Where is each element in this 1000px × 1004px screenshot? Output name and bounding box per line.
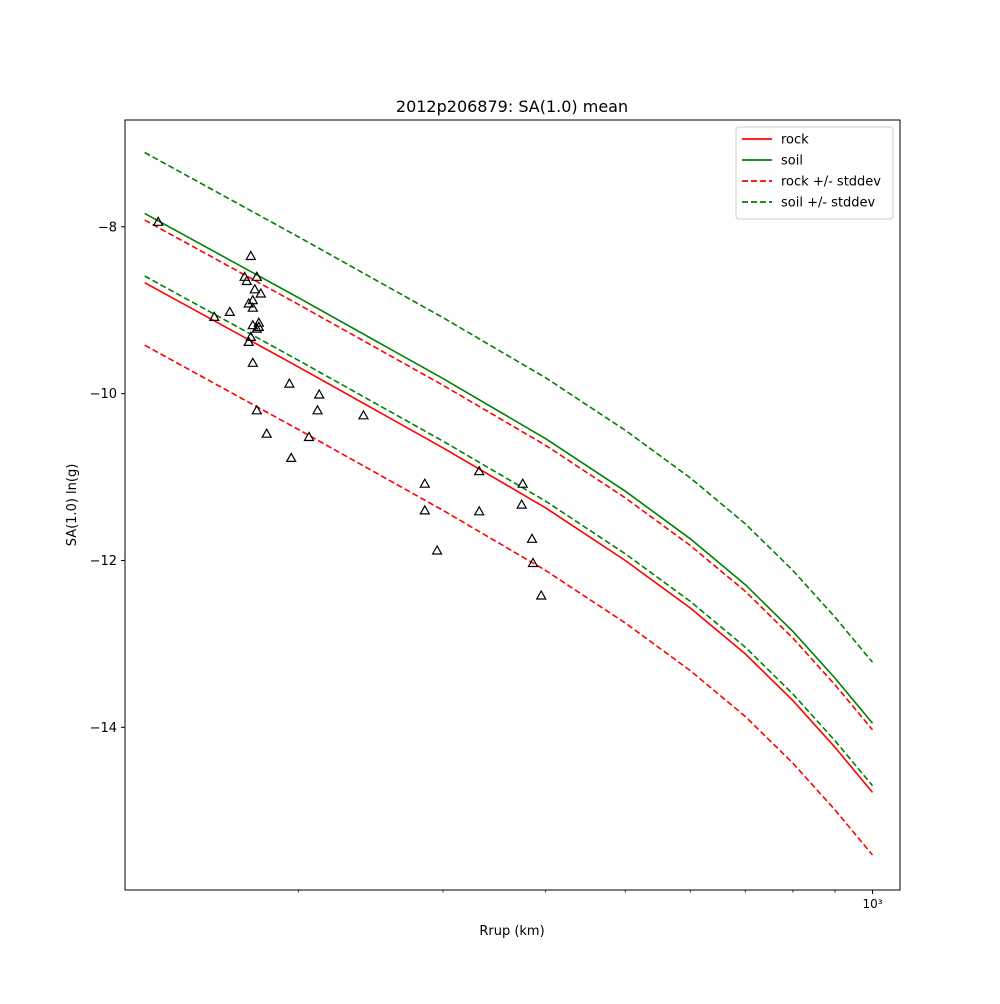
- observation-marker: [255, 287, 267, 298]
- series-line-2: [144, 219, 874, 731]
- observation-marker: [431, 544, 443, 555]
- observation-marker: [247, 301, 259, 312]
- plot-content: [144, 151, 874, 856]
- observation-marker: [261, 427, 273, 438]
- observation-marker: [313, 388, 325, 399]
- legend-label: soil: [781, 154, 803, 169]
- y-tick-label: −12: [90, 554, 117, 569]
- x-axis-label: Rrup (km): [479, 924, 544, 939]
- y-tick-label: −14: [90, 721, 117, 736]
- observation-marker: [249, 283, 261, 294]
- observation-marker: [357, 409, 370, 420]
- chart-title: 2012p206879: SA(1.0) mean: [396, 97, 628, 116]
- observation-marker: [517, 477, 529, 488]
- axis-layer: −8 −10 −12 −14 10³: [90, 220, 883, 911]
- legend-label: rock +/- stddev: [781, 175, 881, 190]
- series-line-3: [144, 344, 874, 856]
- legend-label: soil +/- stddev: [781, 196, 876, 211]
- observation-marker: [419, 477, 431, 488]
- observation-marker: [526, 533, 538, 543]
- observation-marker: [516, 498, 528, 509]
- observation-marker: [243, 336, 255, 346]
- observation-marker: [208, 311, 220, 321]
- observation-marker: [535, 589, 547, 600]
- observation-marker: [527, 557, 539, 568]
- observation-marker: [152, 216, 164, 226]
- observation-marker: [251, 322, 263, 333]
- observation-marker: [283, 377, 295, 388]
- y-axis-label: SA(1.0) ln(g): [65, 464, 80, 547]
- series-line-5: [144, 275, 874, 787]
- observation-marker: [303, 431, 315, 442]
- y-tick-label: −8: [98, 220, 117, 235]
- observation-marker: [247, 357, 259, 367]
- x-tick-label: 10³: [862, 897, 882, 911]
- observation-marker: [251, 404, 263, 415]
- observation-marker: [311, 404, 324, 415]
- legend: rock soil rock +/- stddev soil +/- stddev: [735, 126, 894, 220]
- observation-marker: [419, 504, 431, 515]
- legend-box: [735, 126, 894, 220]
- observation-marker: [224, 306, 236, 316]
- plot-frame: [124, 119, 901, 891]
- series-line-4: [144, 151, 874, 663]
- y-tick-label: −10: [90, 387, 117, 402]
- observation-marker: [241, 275, 253, 286]
- observation-marker: [473, 505, 485, 516]
- observation-marker: [473, 465, 485, 476]
- observation-marker: [245, 250, 257, 261]
- observation-marker: [247, 319, 259, 330]
- observation-marker: [243, 297, 255, 308]
- legend-label: rock: [781, 133, 809, 148]
- series-line-1: [144, 212, 874, 724]
- observation-marker: [285, 452, 297, 462]
- series-line-0: [144, 281, 874, 793]
- observation-marker: [251, 271, 263, 281]
- observation-marker: [253, 316, 265, 327]
